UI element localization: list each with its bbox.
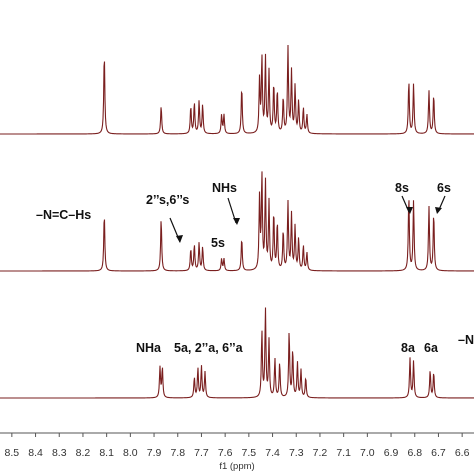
x-axis-title: f1 (ppm) [219,461,254,472]
x-tick-label: 6.8 [407,447,422,459]
x-tick-label: 7.6 [218,447,233,459]
spectrum-line-2 [0,171,474,272]
arrow-2s-6s-head [176,235,183,243]
x-axis-ticks: 8.5 8.4 8.3 8.2 8.1 8.0 7.9 7.8 7.7 7.6 7.5 7.4 7.3 7… [5,433,470,459]
label-2s-6s: 2’’s,6’’s [146,193,189,207]
label-6s: 6s [437,181,451,195]
label-6a: 6a [424,341,439,355]
x-tick-label: 7.2 [313,447,328,459]
arrow-nhs-head [233,218,240,225]
x-tick-label: 7.7 [194,447,209,459]
label-nha: NHa [136,341,162,355]
spectrum-line-1 [0,45,474,135]
x-tick-label: 7.4 [265,447,280,459]
x-tick-label: 7.9 [147,447,162,459]
x-tick-label: 8.0 [123,447,138,459]
arrow-6s-head [435,207,442,214]
x-tick-label: 7.3 [289,447,304,459]
x-tick-label: 6.6 [455,447,470,459]
annotations-group: –N=C–Hs 2’’s,6’’s NHs 5s 8s 6s NHa 5a, 2… [36,181,474,355]
label-n-cropped: –N [458,333,474,347]
spectra-group [0,45,474,399]
arrow-8s-head [406,207,413,214]
arrows-group [169,195,446,243]
x-tick-label: 8.4 [28,447,43,459]
x-tick-label: 8.3 [52,447,67,459]
x-tick-label: 6.9 [384,447,399,459]
x-tick-label: 6.7 [431,447,446,459]
x-tick-label: 8.2 [76,447,91,459]
x-tick-label: 8.1 [99,447,114,459]
label-8s: 8s [395,181,409,195]
x-tick-label: 8.5 [5,447,20,459]
x-tick-label: 7.5 [242,447,257,459]
label-8a: 8a [401,341,416,355]
spectrum-line-3 [0,307,474,399]
label-5a-2a-6a: 5a, 2’’a, 6’’a [174,341,244,355]
x-tick-label: 7.8 [170,447,185,459]
x-tick-label: 7.1 [336,447,351,459]
x-tick-label: 7.0 [360,447,375,459]
x-axis: 8.5 8.4 8.3 8.2 8.1 8.0 7.9 7.8 7.7 7.6 7.5 7.4 7.3 7… [0,432,474,472]
label-nhs: NHs [212,181,237,195]
label-imine-h: –N=C–Hs [36,208,91,222]
label-5s: 5s [211,236,225,250]
